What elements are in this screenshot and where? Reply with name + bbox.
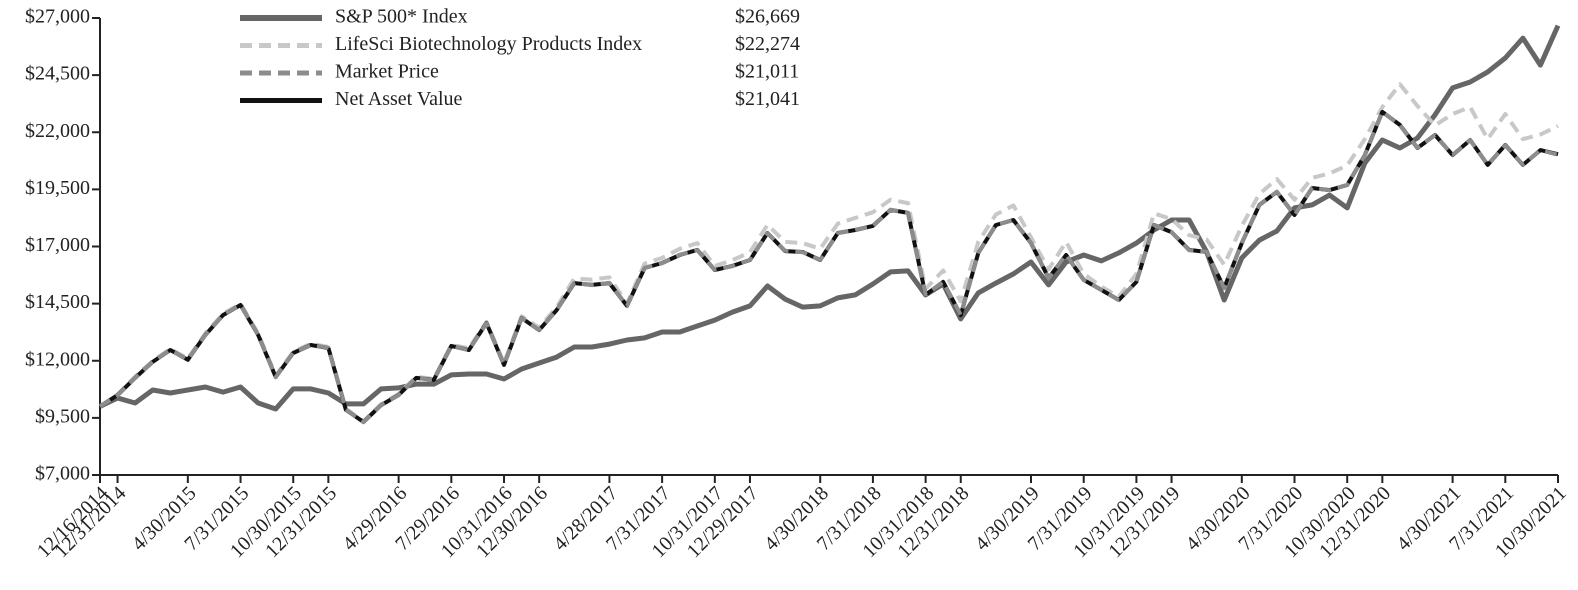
series-line bbox=[98, 24, 1561, 412]
series-line bbox=[98, 82, 1559, 424]
y-tick-label: $7,000 bbox=[35, 463, 90, 485]
y-tick-label: $27,000 bbox=[25, 6, 90, 28]
y-tick-label: $19,500 bbox=[25, 177, 90, 199]
y-tick-label: $24,500 bbox=[25, 63, 90, 85]
legend-value: $26,669 bbox=[735, 6, 800, 28]
y-tick-label: $17,000 bbox=[25, 234, 90, 256]
legend-label: LifeSci Biotechnology Products Index bbox=[335, 33, 642, 55]
y-tick-label: $14,500 bbox=[25, 291, 90, 313]
legend-label: Net Asset Value bbox=[335, 88, 463, 110]
legend-label: S&P 500* Index bbox=[335, 6, 468, 28]
y-tick-label: $22,000 bbox=[25, 120, 90, 142]
y-tick-label: $12,000 bbox=[25, 348, 90, 370]
series-line bbox=[98, 109, 1559, 424]
y-tick-label: $9,500 bbox=[35, 405, 90, 427]
legend-value: $22,274 bbox=[735, 33, 800, 55]
legend-value: $21,011 bbox=[735, 61, 799, 83]
legend-label: Market Price bbox=[335, 61, 439, 83]
legend-value: $21,041 bbox=[735, 88, 800, 110]
series-line bbox=[98, 109, 1559, 425]
